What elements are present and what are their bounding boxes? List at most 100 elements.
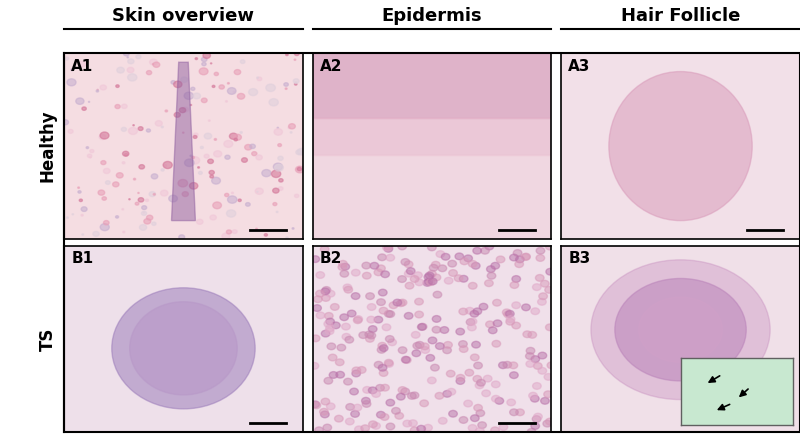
Circle shape	[460, 258, 469, 265]
Circle shape	[438, 265, 446, 272]
Circle shape	[354, 317, 362, 324]
Circle shape	[443, 390, 451, 397]
Circle shape	[277, 127, 278, 128]
Circle shape	[250, 144, 255, 149]
Circle shape	[538, 367, 546, 374]
Circle shape	[533, 383, 542, 389]
Circle shape	[386, 399, 394, 406]
Bar	[313, 53, 551, 118]
Circle shape	[467, 324, 476, 331]
Circle shape	[510, 282, 518, 288]
Circle shape	[544, 374, 553, 380]
Circle shape	[415, 279, 424, 286]
Circle shape	[163, 161, 172, 168]
Circle shape	[204, 133, 212, 139]
Text: Epidermis: Epidermis	[382, 7, 482, 25]
Circle shape	[278, 179, 283, 182]
Circle shape	[435, 392, 444, 399]
Circle shape	[138, 127, 143, 131]
Circle shape	[294, 59, 296, 60]
Circle shape	[417, 426, 426, 432]
Circle shape	[232, 230, 237, 233]
Text: A2: A2	[320, 59, 342, 74]
Circle shape	[82, 107, 86, 110]
Circle shape	[240, 60, 245, 64]
Circle shape	[466, 319, 475, 325]
Circle shape	[337, 344, 346, 351]
Circle shape	[269, 99, 278, 106]
Text: B1: B1	[71, 251, 94, 266]
Circle shape	[428, 270, 436, 277]
Circle shape	[370, 262, 378, 269]
Circle shape	[191, 157, 194, 159]
Circle shape	[150, 59, 158, 65]
Circle shape	[178, 235, 185, 239]
Circle shape	[472, 341, 480, 348]
Text: A3: A3	[568, 59, 590, 74]
Circle shape	[535, 275, 544, 281]
Circle shape	[358, 366, 366, 373]
Circle shape	[125, 153, 128, 156]
Circle shape	[190, 157, 200, 164]
Circle shape	[146, 215, 153, 220]
Circle shape	[496, 256, 505, 263]
Circle shape	[311, 256, 319, 262]
Circle shape	[331, 322, 340, 329]
Circle shape	[538, 352, 546, 359]
Circle shape	[401, 258, 410, 265]
Circle shape	[225, 155, 230, 159]
Circle shape	[426, 272, 434, 279]
Circle shape	[483, 375, 492, 382]
Circle shape	[402, 357, 411, 363]
Circle shape	[139, 224, 146, 230]
Circle shape	[129, 127, 138, 135]
Circle shape	[530, 396, 539, 402]
Circle shape	[138, 198, 144, 202]
Circle shape	[346, 404, 354, 410]
Circle shape	[378, 364, 387, 371]
Circle shape	[385, 361, 394, 367]
Circle shape	[465, 369, 474, 376]
Circle shape	[209, 120, 210, 121]
Circle shape	[352, 367, 361, 374]
Circle shape	[325, 313, 333, 319]
Circle shape	[321, 411, 329, 418]
Circle shape	[174, 81, 182, 88]
Circle shape	[316, 290, 324, 297]
Circle shape	[342, 323, 350, 330]
Circle shape	[266, 84, 275, 91]
Circle shape	[378, 289, 387, 296]
Circle shape	[531, 308, 539, 314]
Circle shape	[181, 77, 188, 82]
Circle shape	[479, 303, 488, 310]
Circle shape	[421, 347, 430, 353]
Circle shape	[464, 255, 473, 262]
Circle shape	[71, 69, 74, 71]
Circle shape	[294, 52, 299, 56]
Circle shape	[481, 247, 490, 254]
Circle shape	[225, 193, 229, 197]
Circle shape	[202, 98, 207, 103]
Circle shape	[386, 423, 394, 430]
Circle shape	[512, 322, 521, 329]
Circle shape	[495, 397, 504, 404]
Circle shape	[62, 120, 69, 125]
Circle shape	[195, 58, 198, 60]
Circle shape	[286, 88, 287, 90]
Circle shape	[509, 362, 518, 369]
Circle shape	[476, 410, 485, 416]
Circle shape	[512, 276, 521, 282]
Circle shape	[78, 191, 81, 193]
Circle shape	[76, 98, 84, 105]
Circle shape	[398, 347, 407, 354]
Circle shape	[473, 375, 482, 382]
Circle shape	[474, 404, 482, 411]
Circle shape	[326, 325, 334, 332]
Circle shape	[347, 310, 356, 317]
Circle shape	[372, 391, 380, 397]
Circle shape	[534, 413, 542, 420]
Circle shape	[475, 428, 484, 434]
Circle shape	[334, 415, 343, 422]
Circle shape	[378, 342, 386, 349]
Circle shape	[226, 101, 227, 102]
